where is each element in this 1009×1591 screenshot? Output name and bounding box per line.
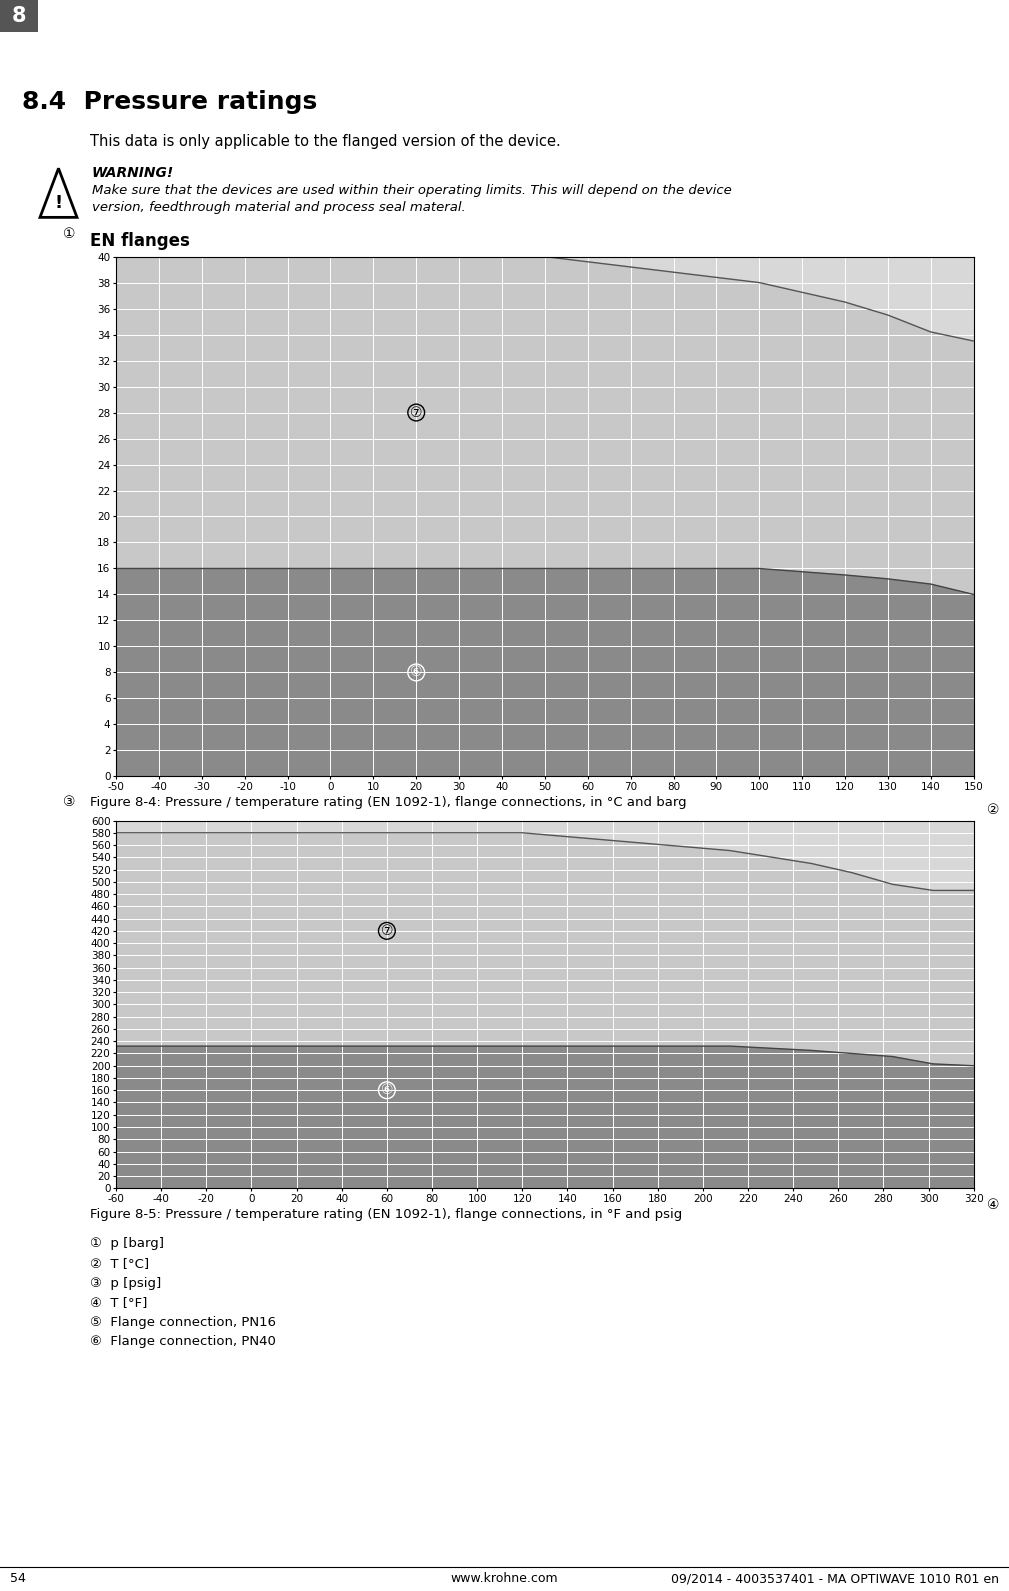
Text: Figure 8-5: Pressure / temperature rating (EN 1092-1), flange connections, in °F: Figure 8-5: Pressure / temperature ratin…	[90, 1208, 682, 1220]
Text: ⑤  Flange connection, PN16: ⑤ Flange connection, PN16	[90, 1316, 276, 1328]
Text: WARNING!: WARNING!	[92, 167, 175, 180]
Text: Figure 8-4: Pressure / temperature rating (EN 1092-1), flange connections, in °C: Figure 8-4: Pressure / temperature ratin…	[90, 796, 687, 808]
Bar	[0, 0, 38, 32]
Text: 54: 54	[10, 1572, 26, 1586]
Text: ②: ②	[987, 803, 999, 818]
Text: 8.4  Pressure ratings: 8.4 Pressure ratings	[22, 89, 317, 115]
Text: ②  T [°C]: ② T [°C]	[90, 1257, 149, 1270]
Text: OPTIWAVE 1010: OPTIWAVE 1010	[866, 8, 1003, 24]
Text: ④  T [°F]: ④ T [°F]	[90, 1297, 147, 1309]
Text: version, feedthrough material and process seal materal.: version, feedthrough material and proces…	[92, 200, 466, 213]
Text: TECHNICAL DATA: TECHNICAL DATA	[46, 6, 218, 25]
Text: www.krohne.com: www.krohne.com	[450, 1572, 558, 1586]
Text: EN flanges: EN flanges	[90, 232, 190, 250]
Text: 8: 8	[12, 6, 26, 25]
Text: ⑥  Flange connection, PN40: ⑥ Flange connection, PN40	[90, 1335, 275, 1349]
Text: ④: ④	[987, 1198, 999, 1212]
Text: ③: ③	[63, 796, 75, 810]
Text: ①  p [barg]: ① p [barg]	[90, 1238, 164, 1251]
Text: ⑥: ⑥	[380, 1083, 394, 1098]
Text: ⑦: ⑦	[380, 924, 394, 937]
Text: Make sure that the devices are used within their operating limits. This will dep: Make sure that the devices are used with…	[92, 185, 732, 197]
Text: ⑥: ⑥	[410, 665, 423, 679]
Text: ③  p [psig]: ③ p [psig]	[90, 1276, 161, 1290]
Text: This data is only applicable to the flanged version of the device.: This data is only applicable to the flan…	[90, 134, 561, 150]
Text: ⑦: ⑦	[410, 406, 423, 420]
Text: 09/2014 - 4003537401 - MA OPTIWAVE 1010 R01 en: 09/2014 - 4003537401 - MA OPTIWAVE 1010 …	[671, 1572, 999, 1586]
Text: !: !	[54, 194, 63, 213]
Text: ①: ①	[63, 228, 75, 240]
